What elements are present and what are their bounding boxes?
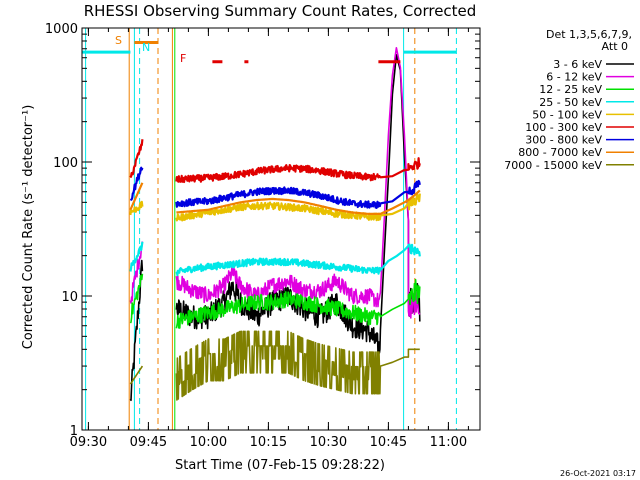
legend-entry-label-2: 12 - 25 keV [539, 83, 602, 96]
y-tick-label-0: 1 [70, 424, 78, 439]
annotation-n: N [142, 41, 150, 54]
footer-date: 26-Oct-2021 03:17 [560, 469, 636, 478]
series-line-1 [129, 47, 421, 319]
y-axis-label: Corrected Count Rate (s⁻¹ detector⁻¹) [21, 105, 36, 350]
y-tick-label-2: 100 [53, 156, 78, 171]
legend-entry-label-7: 800 - 7000 keV [518, 146, 602, 159]
legend-entry-label-4: 50 - 100 keV [532, 108, 602, 121]
series-line-2 [129, 273, 421, 329]
legend-entry-label-6: 300 - 800 keV [525, 134, 602, 147]
plot-frame [81, 27, 481, 431]
series-line-5 [129, 139, 421, 184]
x-tick-label-6: 11:00 [430, 435, 467, 450]
x-axis-label: Start Time (07-Feb-15 09:28:22) [175, 458, 385, 473]
x-tick-label-4: 10:30 [310, 435, 347, 450]
series-line-4 [129, 193, 421, 222]
chart-title: RHESSI Observing Summary Count Rates, Co… [84, 2, 477, 20]
series-line-6 [129, 166, 421, 209]
y-tick-label-3: 1000 [45, 22, 78, 37]
axes: 1 10 100 1000 09:30 09:45 10:00 10:15 10:30 10:45… [45, 22, 481, 450]
x-tick-label-1: 09:45 [130, 435, 167, 450]
legend-header-line-2: Att 0 [602, 40, 628, 53]
legend-entry-label-8: 7000 - 15000 keV [504, 159, 602, 172]
legend-entry-label-0: 3 - 6 keV [553, 58, 602, 71]
legend-entry-label-1: 6 - 12 keV [546, 71, 602, 84]
series-line-7 [129, 182, 421, 215]
plot-area: S N F [82, 28, 457, 430]
annotation-s: S [115, 34, 122, 47]
x-tick-label-0: 09:30 [70, 435, 107, 450]
y-tick-label-1: 10 [61, 290, 78, 305]
series-line-3 [129, 241, 421, 277]
legend-entry-label-5: 100 - 300 keV [525, 121, 602, 134]
legend-entry-label-3: 25 - 50 keV [539, 96, 602, 109]
x-tick-label-2: 10:00 [190, 435, 227, 450]
annotation-f: F [180, 52, 186, 65]
series-line-8 [129, 330, 420, 401]
x-tick-label-3: 10:15 [250, 435, 287, 450]
x-tick-label-5: 10:45 [370, 435, 407, 450]
legend-header-line-1: Det 1,3,5,6,7,9, [546, 28, 632, 41]
